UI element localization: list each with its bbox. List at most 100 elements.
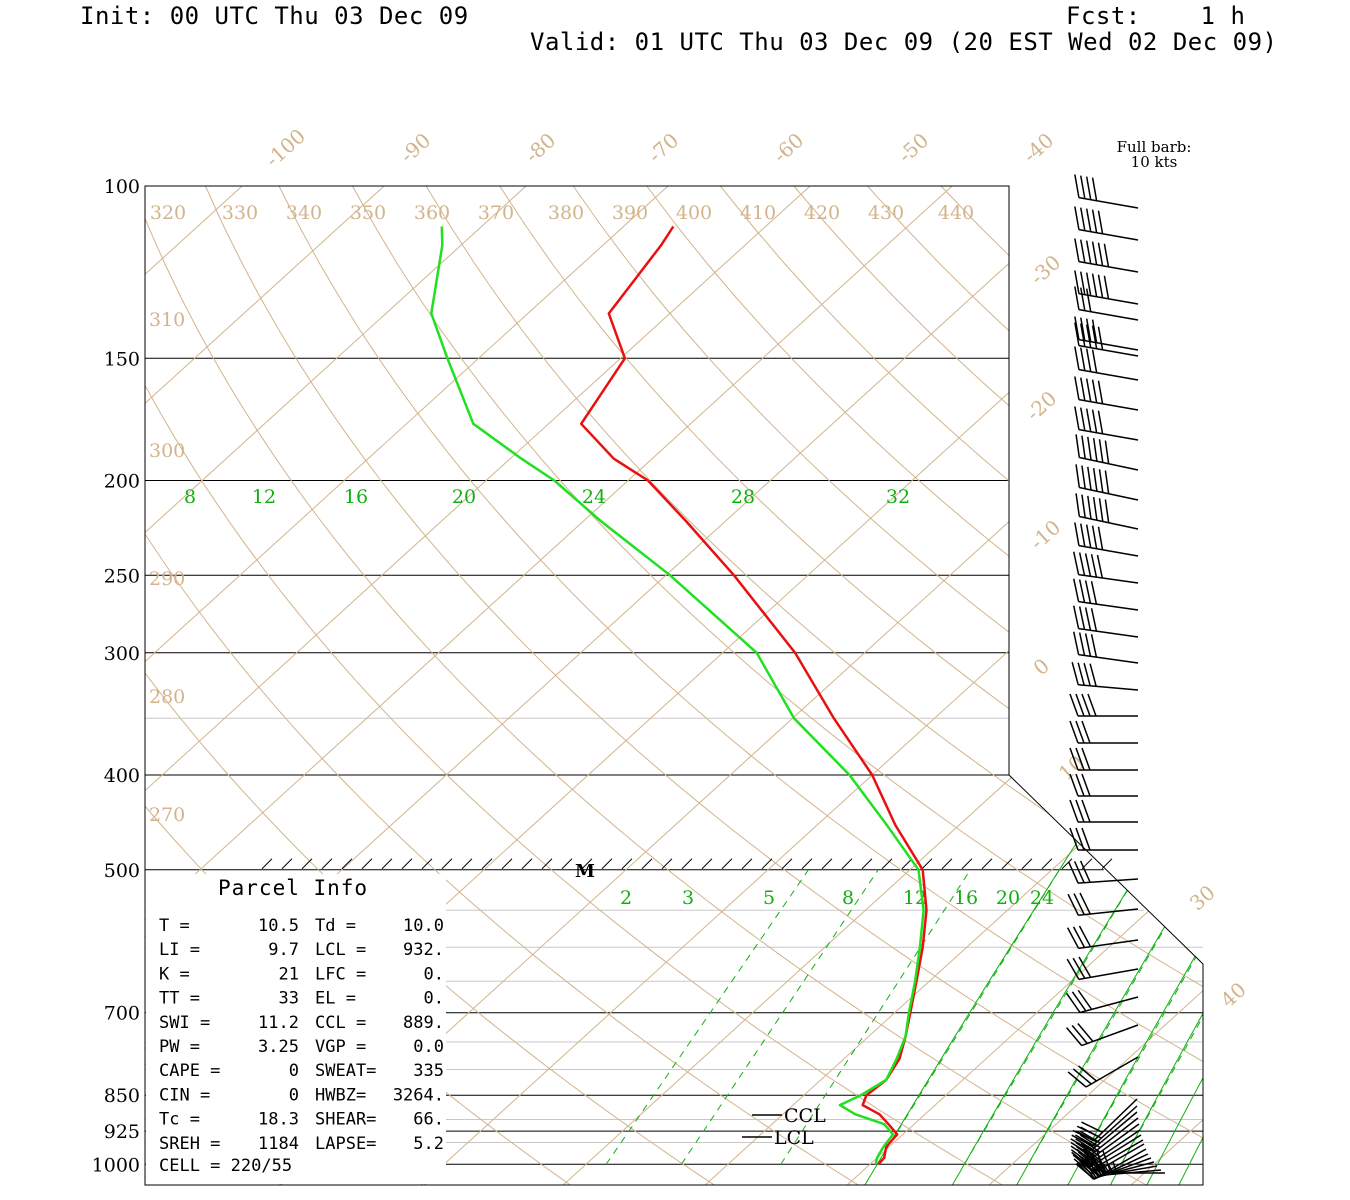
- hatch-mark: [701, 858, 713, 870]
- hatch-mark: [781, 858, 793, 870]
- hatch-mark: [281, 858, 293, 870]
- barb-legend-line1: Full barb:: [1117, 138, 1192, 156]
- parcel-row-value2: 0.: [424, 989, 444, 1009]
- wind-barb: [1074, 270, 1139, 305]
- dry-adiabat-310: [204, 186, 1203, 1185]
- isotherm-30: [1130, 186, 1203, 1185]
- wind-barb: [1072, 551, 1139, 584]
- hatch-mark: [661, 858, 673, 870]
- mixing-line-24: [1109, 480, 1203, 1185]
- wind-barb: [1067, 892, 1139, 917]
- parcel-row-label: LI =: [159, 940, 200, 960]
- mixing-line-20: [1067, 480, 1203, 1185]
- wind-barb: [1066, 925, 1139, 950]
- parcel-cell: CELL = 220/55: [159, 1156, 292, 1176]
- dry-adiabat-360: [572, 186, 1203, 1185]
- isotherm-20: [988, 186, 1203, 1185]
- isotherm-label: -30: [1025, 250, 1065, 289]
- hatch-mark: [621, 858, 633, 870]
- dry-adiabat-410: [940, 186, 1203, 1185]
- theta-label: 350: [350, 202, 386, 224]
- dry-adiabat-280: [145, 186, 859, 1185]
- isotherm-label: -10: [1025, 515, 1065, 554]
- parcel-row-label2: LCL =: [315, 940, 366, 960]
- parcel-row-label2: LFC =: [315, 964, 366, 984]
- pressure-label: 150: [104, 348, 140, 370]
- hatch-mark: [461, 858, 473, 870]
- parcel-row-label: CIN =: [159, 1085, 210, 1105]
- wind-barb: [1069, 773, 1138, 797]
- isotherm-label: -40: [1018, 128, 1058, 167]
- isotherm--10: [562, 186, 1203, 1185]
- parcel-row-value2: 889.: [403, 1013, 444, 1033]
- parcel-row-value2: 0.: [424, 964, 444, 984]
- parcel-row-label: TT =: [159, 989, 200, 1009]
- parcel-row-label: SREH =: [159, 1134, 220, 1154]
- wind-barb: [1074, 522, 1139, 557]
- wind-barb: [1074, 376, 1139, 411]
- parcel-row-label2: HWBZ=: [315, 1085, 366, 1105]
- theta-label: 370: [478, 202, 514, 224]
- mixing-ratio-label: 16: [954, 887, 978, 909]
- pressure-label: 850: [104, 1085, 140, 1107]
- wind-barb: [1066, 956, 1139, 981]
- hatch-mark: [681, 858, 693, 870]
- hatch-mark: [601, 858, 613, 870]
- pressure-label: 925: [104, 1121, 140, 1143]
- marker-ccl: CCL: [784, 1105, 826, 1127]
- dry-adiabat-290: [145, 186, 1003, 1185]
- hatch-mark: [961, 858, 973, 870]
- hatch-500-marks: [261, 858, 1113, 870]
- parcel-panel-bg: [146, 874, 446, 1184]
- mixing-dash-24: [1120, 869, 1203, 1165]
- isotherm-label: 0: [1029, 654, 1055, 680]
- dry-adiabat-330: [352, 186, 1203, 1185]
- pressure-label: 1000: [92, 1154, 140, 1176]
- parcel-row-label: Tc =: [159, 1110, 200, 1130]
- parcel-row-value: 11.2: [258, 1013, 299, 1033]
- init-time: Init: 00 UTC Thu 03 Dec 09: [80, 2, 469, 30]
- wind-barb: [1075, 464, 1139, 501]
- isotherms: [145, 186, 1203, 1185]
- parcel-row-value2: 5.2: [413, 1134, 444, 1154]
- barb-legend-line2: 10 kts: [1131, 153, 1178, 171]
- wind-barb: [1072, 1098, 1138, 1142]
- hatch-mark: [521, 858, 533, 870]
- theta-label: 430: [868, 202, 904, 224]
- pressure-label: 200: [104, 470, 140, 492]
- hatch-mark: [641, 858, 653, 870]
- mixing-dash-2: [605, 869, 809, 1165]
- hatch-mark: [761, 858, 773, 870]
- wind-barb: [1074, 286, 1139, 321]
- isotherm--90: [145, 186, 527, 1185]
- mixing-dash-12: [963, 869, 1141, 1165]
- wind-barb: [1070, 1111, 1138, 1152]
- wind-barb: [1072, 605, 1139, 638]
- hatch-mark: [421, 858, 433, 870]
- parcel-row-label2: EL =: [315, 989, 356, 1009]
- parcel-row-label: PW =: [159, 1037, 200, 1057]
- theta-label: 270: [149, 804, 185, 826]
- dry-adiabat-420: [1014, 186, 1203, 1185]
- wind-barb: [1066, 989, 1139, 1014]
- isotherm--100: [145, 186, 385, 1185]
- temperature-profile: [579, 225, 928, 1166]
- parcel-row-value: 9.7: [268, 940, 299, 960]
- parcel-row-value: 18.3: [258, 1110, 299, 1130]
- pressure-label: 500: [104, 860, 140, 882]
- mixing-ratio-label: 8: [842, 887, 854, 909]
- mixing-ratio-label: 20: [452, 486, 476, 508]
- parcel-row-label2: CCL =: [315, 1013, 366, 1033]
- hatch-mark: [901, 858, 913, 870]
- isotherm-label: -80: [520, 128, 560, 167]
- isotherm--80: [145, 186, 669, 1185]
- wind-barb: [1074, 322, 1139, 357]
- plot-frame: [144, 185, 1204, 1186]
- wind-barb: [1072, 578, 1139, 611]
- theta-label: 380: [548, 202, 584, 224]
- hatch-mark: [481, 858, 493, 870]
- hatch-mark: [401, 858, 413, 870]
- mixing-line-16: [1016, 480, 1203, 1185]
- mixing-dash-20: [1078, 869, 1203, 1165]
